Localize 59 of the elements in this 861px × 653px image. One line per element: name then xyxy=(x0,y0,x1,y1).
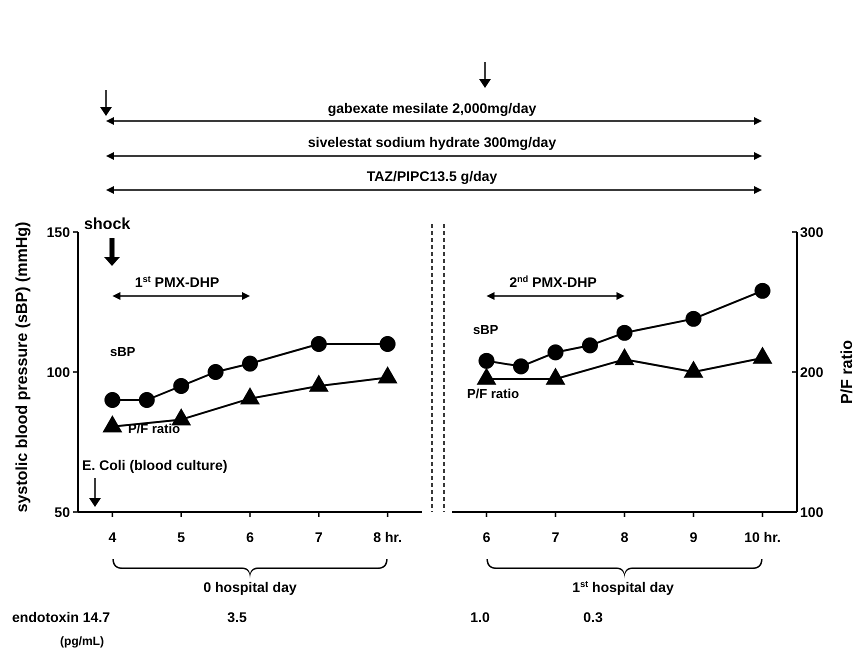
point xyxy=(582,337,598,354)
series-label: P/F ratio xyxy=(467,386,520,401)
x-tick-label: 8 xyxy=(620,529,629,545)
y2-tick-label: 300 xyxy=(800,224,824,240)
point xyxy=(171,408,192,426)
x-tick-label: 10 hr. xyxy=(744,529,781,545)
x-tick-label: 6 xyxy=(482,529,491,545)
point xyxy=(102,415,122,432)
point xyxy=(380,336,396,352)
point xyxy=(310,336,327,352)
point xyxy=(104,392,120,408)
text: 3.5 xyxy=(227,609,247,625)
point xyxy=(138,392,155,408)
text: sivelestat sodium hydrate 300mg/day xyxy=(308,134,556,150)
text: (pg/mL) xyxy=(60,634,104,648)
point xyxy=(173,378,190,394)
point xyxy=(752,346,772,364)
text: TAZ/PIPC13.5 g/day xyxy=(366,168,498,184)
text: sBP xyxy=(110,344,136,359)
point xyxy=(546,368,566,385)
x-tick-label: 4 xyxy=(108,529,116,545)
point xyxy=(476,368,496,385)
y2-tick-label: 200 xyxy=(800,364,824,380)
text: endotoxin 14.7 xyxy=(12,609,110,625)
point xyxy=(208,364,224,380)
point xyxy=(378,366,398,384)
y2-axis-title: P/F ratio xyxy=(839,340,856,404)
point xyxy=(616,324,632,341)
series-label: sBP xyxy=(473,322,499,337)
point xyxy=(308,374,329,392)
annotation: 2$^{nd}$ PMX-DHP xyxy=(509,274,597,290)
y-tick-label: 150 xyxy=(46,224,70,240)
text: 0 hospital day xyxy=(203,579,297,595)
text: 0.3 xyxy=(583,609,603,625)
y2-tick-label: 100 xyxy=(800,504,824,520)
x-tick-label: 6 xyxy=(246,529,254,545)
annotation: E. Coli (blood culture) xyxy=(82,457,228,473)
point xyxy=(548,344,564,360)
point xyxy=(754,282,770,299)
point xyxy=(614,348,634,366)
point xyxy=(478,352,494,369)
text: gabexate mesilate 2,000mg/day xyxy=(328,100,536,116)
annotation: 1$^{st}$ PMX-DHP xyxy=(134,274,220,290)
x-tick-label: 5 xyxy=(177,529,186,545)
y-tick-label: 100 xyxy=(46,364,70,380)
x-tick-label: 7 xyxy=(552,529,560,545)
annotation: shock xyxy=(84,216,130,233)
x-tick-label: 9 xyxy=(690,529,698,545)
point xyxy=(684,360,704,378)
point xyxy=(242,356,258,372)
point xyxy=(513,358,529,374)
point xyxy=(686,310,702,327)
text: 1.0 xyxy=(470,609,490,625)
point xyxy=(240,387,260,404)
text: 1$^{st}$ hospital day xyxy=(572,579,674,595)
x-tick-label: 8 hr. xyxy=(373,529,402,545)
x-tick-label: 7 xyxy=(314,529,323,545)
y-tick-label: 50 xyxy=(54,504,70,520)
y-axis-title: systolic blood pressure (sBP) (mmHg) xyxy=(14,222,31,512)
